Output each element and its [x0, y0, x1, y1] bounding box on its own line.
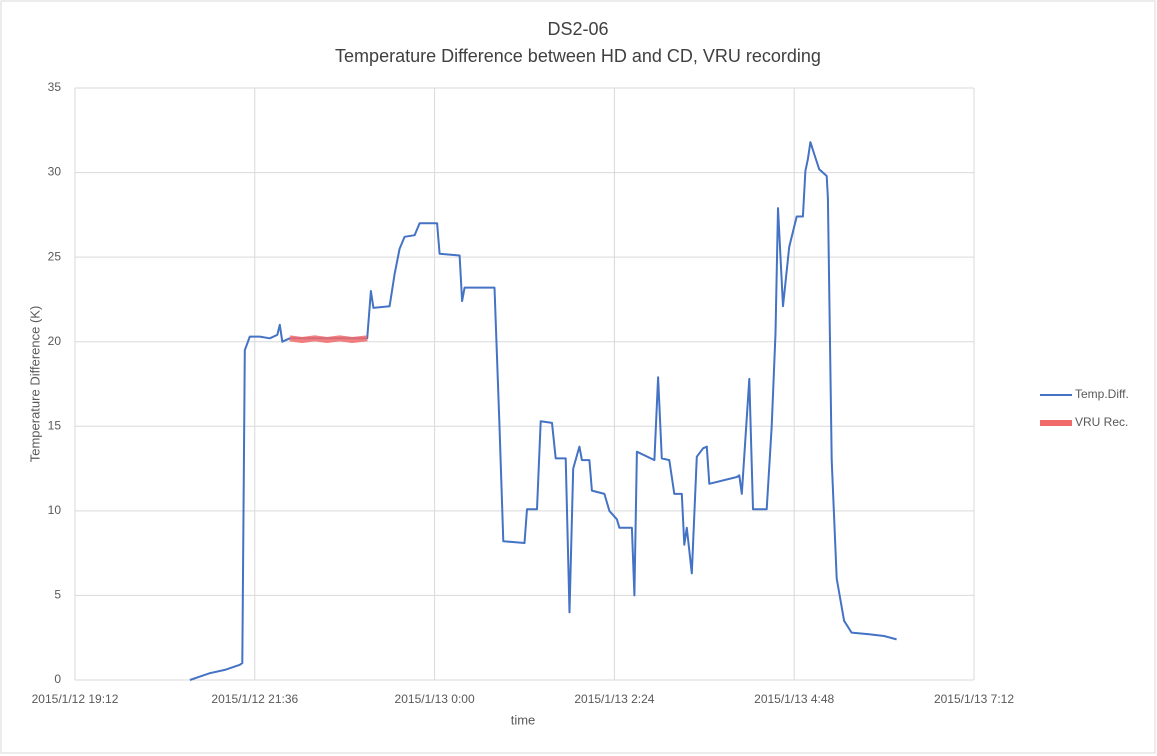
y-tick-label: 15: [48, 418, 62, 432]
series-line: [189, 141, 897, 681]
y-tick-label: 25: [48, 249, 62, 263]
chart-subtitle: Temperature Difference between HD and CD…: [335, 46, 821, 66]
x-tick-label: 2015/1/12 21:36: [211, 692, 298, 706]
x-tick-label: 2015/1/13 0:00: [395, 692, 475, 706]
legend-label: VRU Rec.: [1075, 415, 1128, 429]
x-axis-label: time: [511, 712, 536, 727]
y-tick-label: 20: [48, 334, 62, 348]
series-line: [289, 335, 368, 343]
y-axis-label: Temperature Difference (K): [27, 306, 42, 463]
x-tick-label: 2015/1/13 2:24: [574, 692, 654, 706]
chart-title: DS2-06: [547, 19, 608, 39]
x-tick-label: 2015/1/12 19:12: [32, 692, 119, 706]
y-tick-label: 35: [48, 80, 62, 94]
y-tick-label: 30: [48, 165, 62, 179]
x-tick-label: 2015/1/13 7:12: [934, 692, 1014, 706]
y-tick-label: 10: [48, 503, 62, 517]
legend-label: Temp.Diff.: [1075, 387, 1129, 401]
y-tick-label: 5: [54, 588, 61, 602]
x-tick-label: 2015/1/13 4:48: [754, 692, 834, 706]
y-tick-label: 0: [54, 672, 61, 686]
